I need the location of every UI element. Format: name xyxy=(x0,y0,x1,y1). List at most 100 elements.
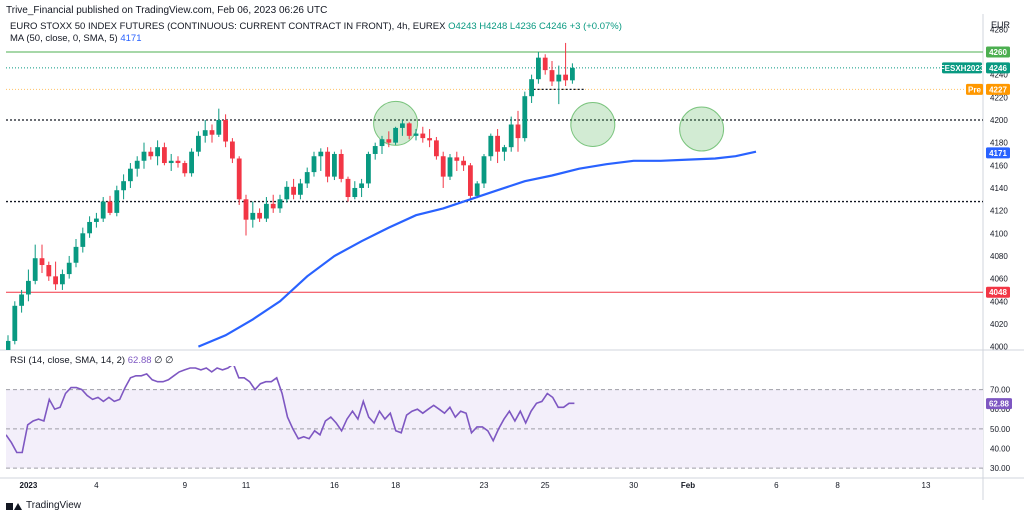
candle-down xyxy=(434,140,439,157)
candle-up xyxy=(60,274,65,285)
rsi-tick-label: 60.00 xyxy=(990,405,1011,414)
candle-up xyxy=(570,67,575,81)
candle-down xyxy=(454,157,460,161)
candle-down xyxy=(461,160,466,166)
ma-legend[interactable]: MA (50, close, 0, SMA, 5) 4171 xyxy=(10,33,142,44)
rsi-tick-label: 40.00 xyxy=(990,445,1011,454)
symbol-badge-bg xyxy=(942,62,982,74)
candle-down xyxy=(291,186,296,195)
candle-down xyxy=(420,133,426,139)
candle-up xyxy=(26,280,31,295)
price-tick-label: 4240 xyxy=(990,71,1008,80)
candle-down xyxy=(46,265,52,277)
candle-down xyxy=(39,258,45,266)
candle-up xyxy=(508,124,514,148)
currency-label: EUR xyxy=(990,20,1010,30)
candle-up xyxy=(304,172,310,184)
candle-up xyxy=(141,151,147,161)
candle-down xyxy=(175,160,181,164)
candle-up xyxy=(318,151,324,157)
candle-up xyxy=(311,156,317,173)
pre-badge: Pre xyxy=(968,85,981,94)
time-tick-label: 4 xyxy=(94,481,99,490)
candle-up xyxy=(481,156,487,184)
candle-up xyxy=(474,183,480,196)
price-tick-label: 4180 xyxy=(990,139,1008,148)
price-badge: 4171 xyxy=(989,149,1007,158)
candle-up xyxy=(352,187,358,198)
candle-down xyxy=(236,158,242,200)
price-tick-label: 4160 xyxy=(990,161,1008,170)
rsi-badge: 62.88 xyxy=(989,400,1010,409)
candle-down xyxy=(230,141,235,159)
candle-up xyxy=(400,123,405,128)
candle-down xyxy=(162,147,167,164)
price-tick-label: 4100 xyxy=(990,229,1008,238)
footer-brand: TradingView xyxy=(26,500,82,511)
candle-down xyxy=(386,139,392,143)
candle-down xyxy=(53,276,58,285)
rsi-legend[interactable]: RSI (14, close, SMA, 14, 2) 62.88 ∅ ∅ xyxy=(10,355,173,366)
candle-up xyxy=(134,160,140,169)
candle-up xyxy=(6,340,11,350)
candle-up xyxy=(12,305,18,341)
price-tick-label: 4060 xyxy=(990,275,1008,284)
candle-up xyxy=(393,127,398,143)
time-tick-label: 9 xyxy=(183,481,188,490)
candle-down xyxy=(515,124,521,139)
price-tick-label: 4040 xyxy=(990,297,1008,306)
rsi-extra: ∅ ∅ xyxy=(154,355,174,366)
candle-down xyxy=(563,74,568,81)
price-tick-label: 4220 xyxy=(990,93,1008,102)
time-tick-label: 8 xyxy=(835,481,840,490)
ma-value: 4171 xyxy=(120,33,142,44)
candle-up xyxy=(556,74,562,82)
time-tick-label: 6 xyxy=(774,481,779,490)
price-badge-bg xyxy=(986,62,1010,74)
ohlc-values: O4243 H4248 L4236 C4246 +3 (+0.07%) xyxy=(448,21,622,32)
candle-up xyxy=(536,57,541,80)
candle-up xyxy=(155,147,160,157)
candle-up xyxy=(66,262,72,275)
candle-up xyxy=(168,160,174,164)
candle-down xyxy=(338,153,344,179)
candle-up xyxy=(413,133,419,136)
highlight-circle xyxy=(679,106,725,152)
candle-down xyxy=(243,199,249,220)
candle-up xyxy=(100,201,106,219)
symbol-badge: FESXH2023 xyxy=(940,64,985,73)
candle-up xyxy=(277,199,283,209)
tradingview-logo-icon xyxy=(6,501,22,511)
price-badge-bg xyxy=(986,83,1010,95)
price-badge: 4227 xyxy=(989,85,1007,94)
rsi-band xyxy=(6,389,983,469)
candle-down xyxy=(148,151,154,157)
price-badge: 4048 xyxy=(989,288,1007,297)
rsi-line xyxy=(6,366,575,454)
price-tick-label: 4200 xyxy=(990,116,1008,125)
candle-down xyxy=(542,57,548,71)
candle-up xyxy=(502,147,507,152)
candle-up xyxy=(19,294,24,306)
candle-up xyxy=(87,221,92,234)
time-tick-label: 2023 xyxy=(20,481,38,490)
rsi-badge-bg xyxy=(986,398,1012,410)
candle-down xyxy=(345,178,351,198)
candle-up xyxy=(447,157,453,177)
candle-up xyxy=(216,119,222,135)
candle-up xyxy=(264,203,269,219)
candle-down xyxy=(270,203,276,209)
candle-up xyxy=(372,146,378,154)
candle-up xyxy=(202,130,208,136)
symbol-legend[interactable]: EURO STOXX 50 INDEX FUTURES (CONTINUOUS:… xyxy=(10,21,622,32)
candle-up xyxy=(94,218,99,222)
rsi-tick-label: 50.00 xyxy=(990,425,1011,434)
candle-down xyxy=(549,70,555,82)
candle-down xyxy=(468,165,473,196)
candles-group xyxy=(6,42,575,350)
highlight-circle xyxy=(570,102,616,148)
publisher-caption: Trive_Financial published on TradingView… xyxy=(6,5,328,16)
highlight-circle xyxy=(373,100,419,146)
candle-up xyxy=(32,258,38,281)
